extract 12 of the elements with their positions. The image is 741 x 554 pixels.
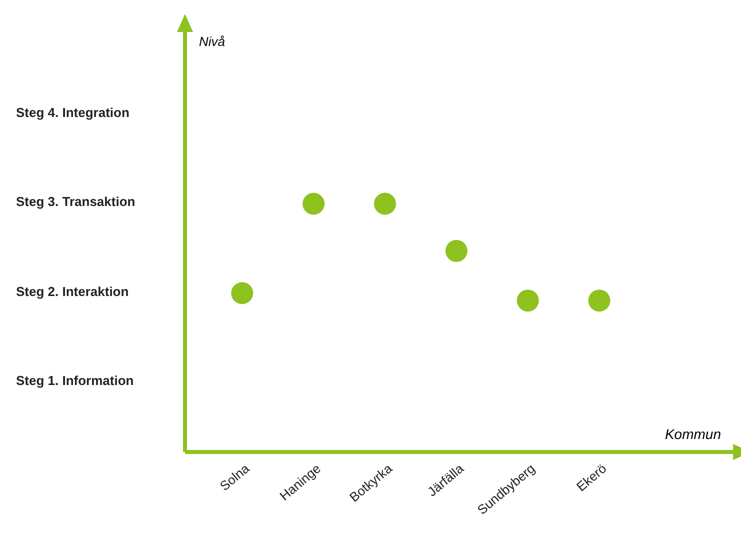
point (302, 192, 325, 215)
point (374, 192, 396, 215)
text: Steg 3. Transaktion (16, 194, 136, 209)
point (445, 240, 468, 262)
text: Nivå (199, 34, 226, 49)
point (588, 290, 610, 312)
text: Steg 2. Interaktion (16, 284, 129, 298)
text: Steg 4. Integration (16, 104, 130, 120)
x-axis-title: Kommun (664, 426, 721, 442)
text: Steg 1. Information (16, 373, 134, 388)
point (231, 282, 254, 304)
point (516, 290, 539, 312)
